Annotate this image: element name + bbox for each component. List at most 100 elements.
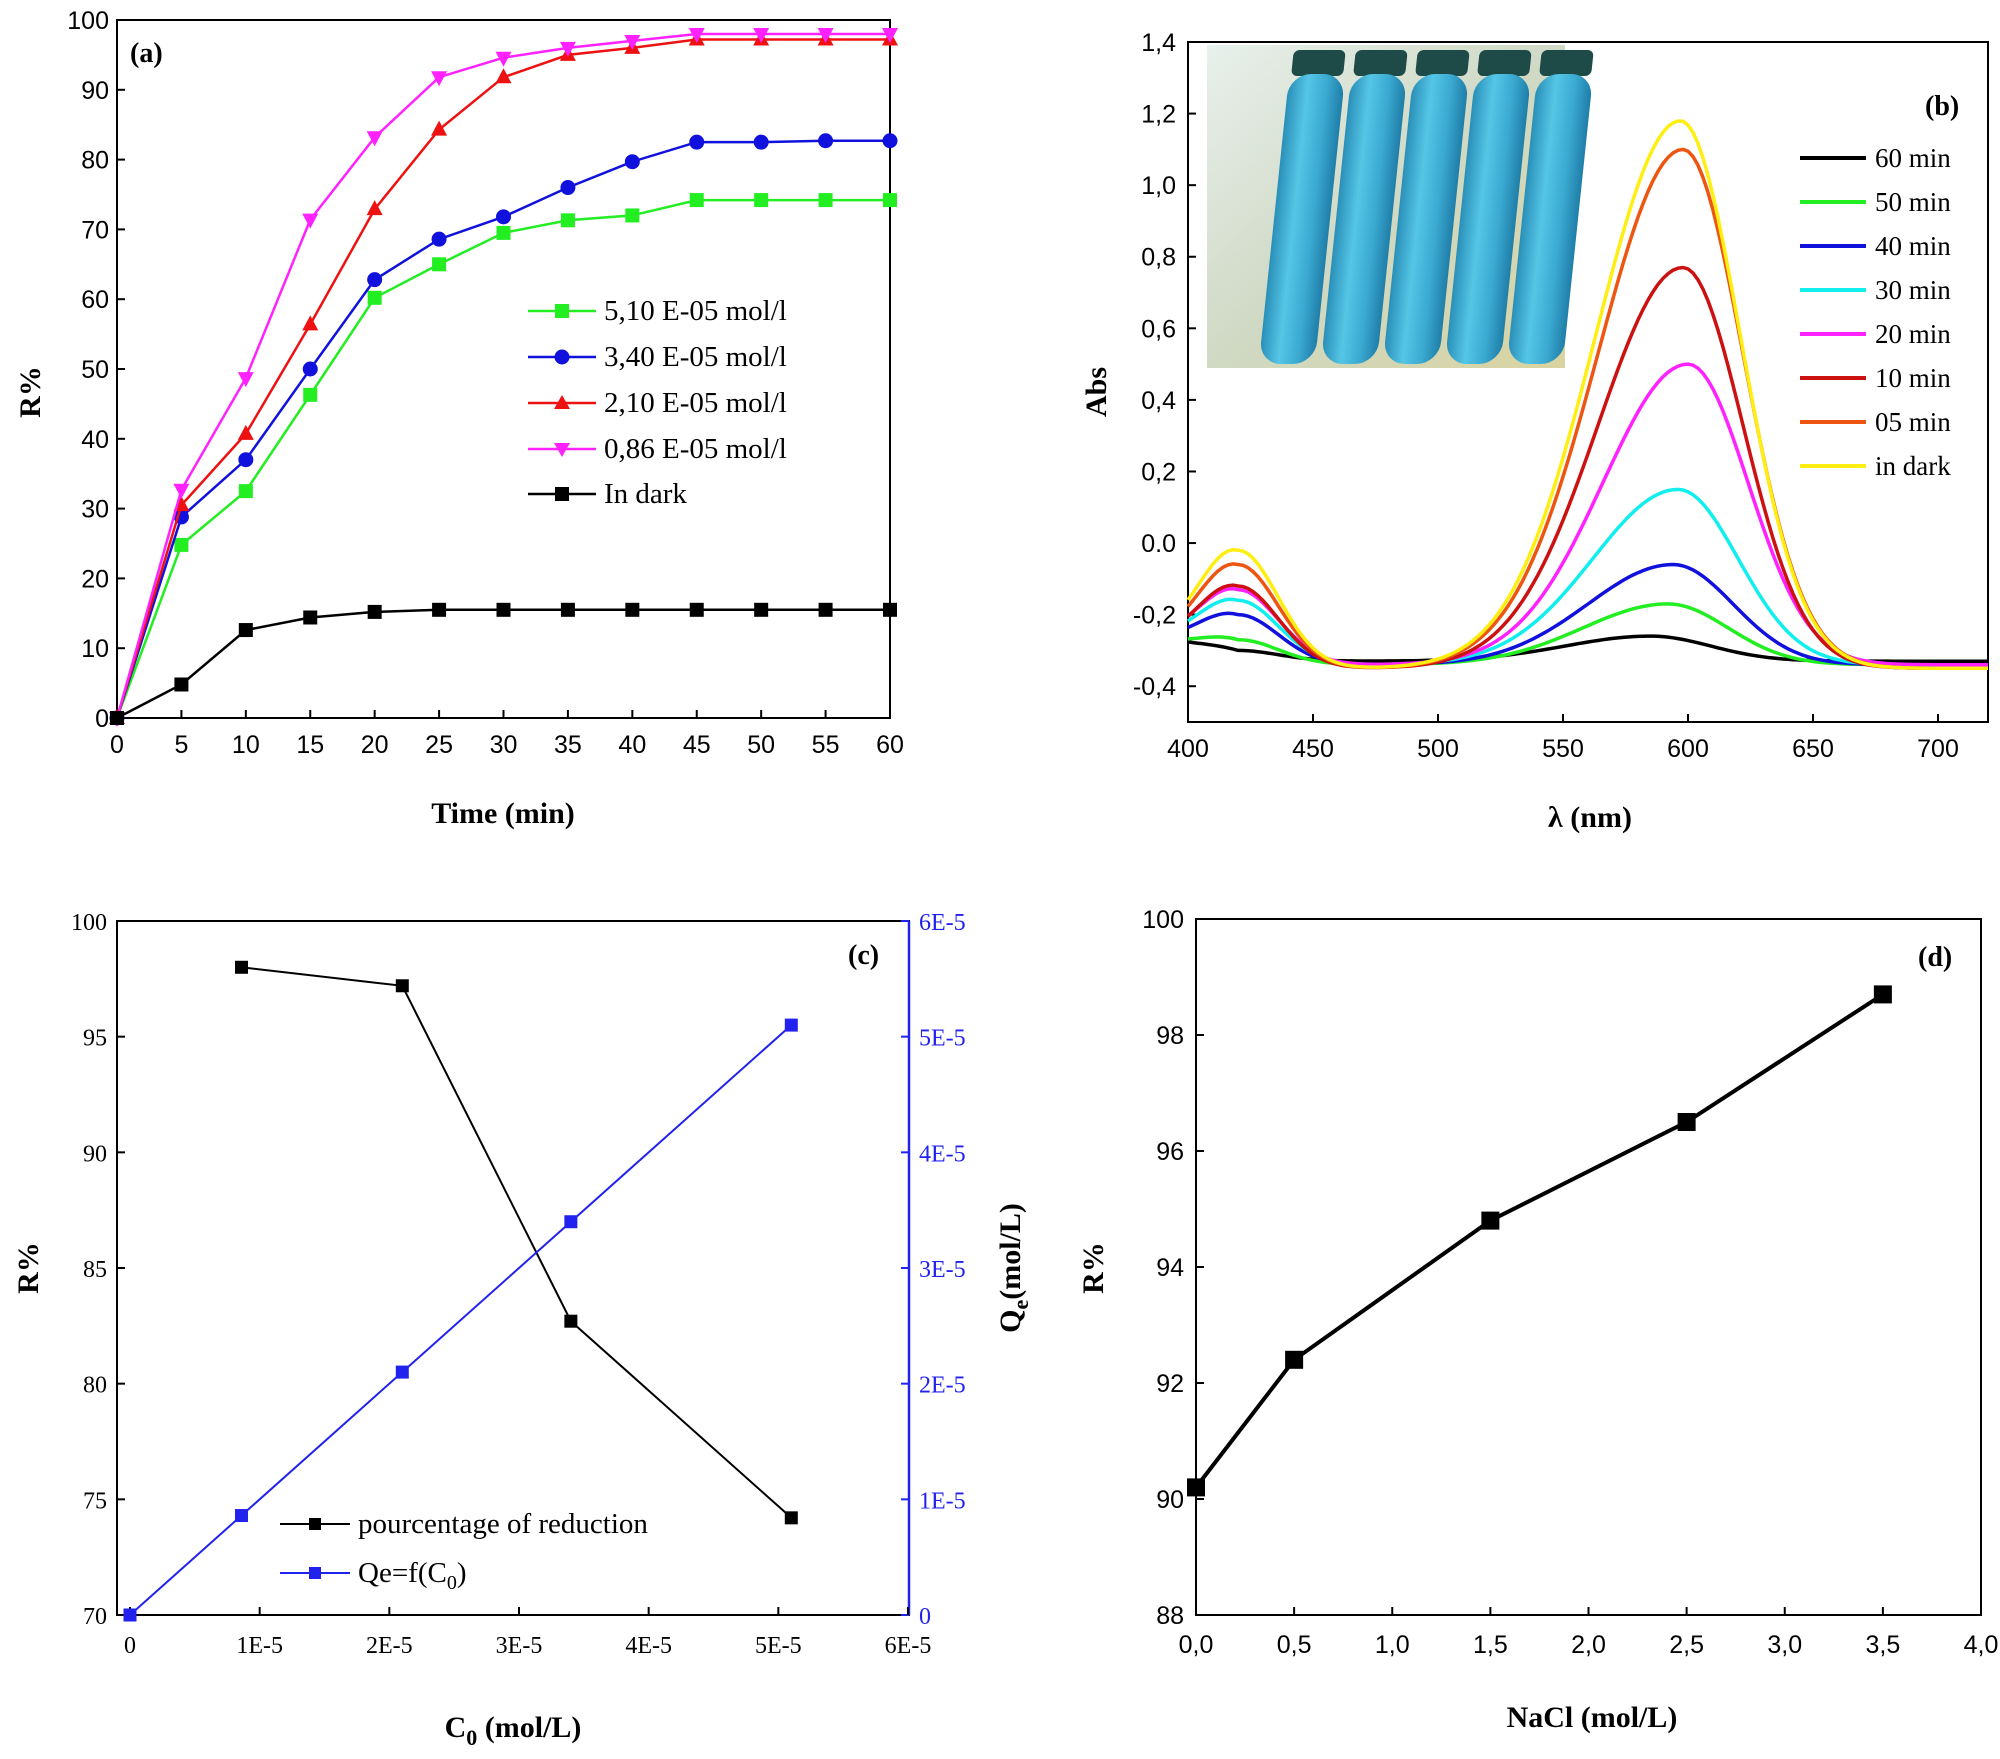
legend-marker [309,1567,321,1579]
y-tick-label: 98 [1156,1022,1184,1050]
y-tick-label: 100 [1142,906,1184,934]
x-tick-label: 10 [232,731,260,759]
data-point [1285,1350,1304,1369]
panel-b-legend: 60 min 50 min 40 min 30 min 20 min 10 mi… [1800,143,1951,481]
x-label-subscript: 0 [466,1725,477,1750]
data-point [235,1509,249,1523]
data-point [625,602,640,617]
legend-label: 05 min [1875,407,1951,437]
data-point [237,372,254,388]
data-point [366,200,383,216]
data-point [818,602,833,617]
x-label-unit: (mol/L) [477,1711,581,1744]
x-tick-label: 20 [361,731,389,759]
tube-body [1384,74,1468,364]
y-tick-label: 1,2 [1141,101,1176,129]
series-line [116,608,890,720]
tube-body [1322,74,1406,364]
panel-c-y2-ticks: 0 1E-5 2E-5 3E-5 4E-5 5E-5 6E-5 [901,910,966,1630]
y-tick-label: 70 [83,1604,107,1630]
x-tick-label: 5 [174,731,188,759]
legend-label: 50 min [1875,187,1951,217]
x-tick-label: 0,5 [1277,1631,1312,1659]
legend-label: 10 min [1875,363,1951,393]
panel-a-legend-entry-5: In dark [528,478,687,510]
data-point [1677,1113,1696,1131]
y2-tick-label: 6E-5 [919,910,966,936]
data-point [395,979,409,993]
y-tick-label: 80 [83,1373,107,1399]
legend-label: 30 min [1875,275,1951,305]
data-point [1187,1478,1205,1497]
data-point [559,41,576,57]
panel-b-legend-entry-3: 40 min [1800,231,1951,261]
data-point [431,231,447,247]
panel-a-legend-entry-1: 5,10 E-05 mol/l [528,295,787,327]
x-tick-label: 35 [554,731,582,759]
data-point [560,213,575,228]
legend-label: 60 min [1875,143,1951,173]
legend-label: In dark [604,478,687,510]
x-tick-label: 0,0 [1179,1631,1214,1659]
data-point [564,1314,578,1328]
panel-b-legend-entry-1: 60 min [1800,143,1951,173]
legend-marker [309,1518,321,1530]
panel-b: -0,4 -0,2 0.0 0,2 0,4 0,6 0,8 1,0 1,2 1,4 400 450 5… [1080,29,1989,834]
panel-b-y-label: Abs [1080,367,1113,417]
panel-b-x-label: λ (nm) [1548,801,1632,834]
panel-a: 0 10 20 30 40 50 60 70 80 90 100 0 5 10 15 20 25 30 35 40 4… [14,7,904,830]
panel-c-x-ticks: 0 1E-5 2E-5 3E-5 4E-5 5E-5 6E-5 [124,1607,931,1659]
y2-tick-label: 4E-5 [919,1141,966,1167]
y-tick-label: 70 [81,216,109,244]
panel-c-x-label: C0 (mol/L) [445,1711,582,1750]
data-point [754,602,769,617]
panel-a-y-ticks: 0 10 20 30 40 50 60 70 80 90 100 [67,7,125,733]
tube-cap [1477,50,1532,76]
panel-b-legend-entry-8: in dark [1800,451,1951,481]
y-tick-label: 0,8 [1141,244,1176,272]
y-tick-label: -0,4 [1133,673,1176,701]
x-tick-label: 3E-5 [496,1633,543,1659]
panel-a-tag: (a) [130,38,163,69]
legend-marker [555,487,569,501]
legend-label: 5,10 E-05 mol/l [604,295,787,327]
legend-marker [554,443,570,457]
y-tick-label: 20 [81,565,109,593]
tube-cap [1415,50,1470,76]
spectrum-line [1186,119,1988,671]
y2-tick-label: 3E-5 [919,1257,966,1283]
y2-tick-label: 5E-5 [919,1026,966,1052]
panel-d-plot-area [1187,985,1892,1497]
x-tick-label: 600 [1667,735,1709,763]
panel-b-plot-area [1186,119,1988,671]
tube-cap [1353,50,1408,76]
x-tick-label: 4E-5 [625,1633,672,1659]
data-point [395,1365,409,1379]
x-tick-label: 6E-5 [885,1633,932,1659]
panel-c-y-ticks: 70 75 80 85 90 95 100 [71,910,125,1630]
data-point [495,51,512,67]
panel-d-x-label: NaCl (mol/L) [1507,1701,1678,1734]
spectrum-line [1186,362,1988,667]
x-tick-label: 3,5 [1865,1631,1900,1659]
data-point [784,1511,798,1525]
panel-b-legend-entry-5: 20 min [1800,319,1951,349]
x-tick-label: 1E-5 [236,1633,283,1659]
y2-label-unit: (mol/L) [994,1203,1027,1300]
y-tick-label: 0,2 [1141,458,1176,486]
data-point [689,134,705,150]
panel-d-x-ticks: 0,0 0,5 1,0 1,5 2,0 2,5 3,0 3,5 4,0 [1179,1607,1998,1659]
y-tick-label: 1,0 [1141,172,1176,200]
tube-body [1260,74,1344,364]
data-point [817,27,834,43]
panel-c: 70 75 80 85 90 95 100 0 1E-5 2E-5 3E-5 4E-5 5E-5 6E-… [12,910,1033,1750]
data-point [495,68,512,84]
tube-cap [1539,50,1594,76]
series-line [241,966,792,1519]
data-point [237,424,254,440]
data-point [689,602,704,617]
x-tick-label: 15 [296,731,324,759]
data-point [302,213,319,229]
y-tick-label: 0 [95,705,109,733]
panel-b-x-ticks: 400 450 500 550 600 650 700 [1167,714,1959,763]
